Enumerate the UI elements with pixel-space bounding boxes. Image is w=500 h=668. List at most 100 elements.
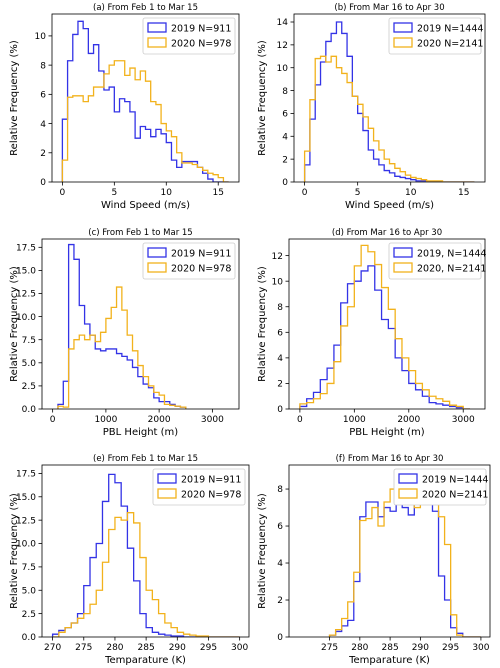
- histogram-series-2020: [303, 55, 475, 182]
- y-tick-label: 0.0: [22, 633, 37, 643]
- legend: 2019 N=1444 2020 N=2141: [388, 17, 483, 55]
- legend-swatch-2019: [147, 22, 167, 33]
- y-tick-label: 10: [35, 32, 47, 42]
- panel-title: (c) From Feb 1 to Mar 15: [88, 228, 192, 238]
- legend-swatch-2019: [157, 473, 177, 484]
- y-tick-label: 6: [277, 522, 283, 532]
- y-tick-label: 10: [277, 64, 289, 74]
- y-tick-label: 8: [277, 485, 283, 495]
- y-axis-label: Relative Frequency (%): [257, 40, 268, 156]
- x-tick-label: 3000: [201, 415, 224, 425]
- x-tick-label: 285: [138, 643, 155, 653]
- y-axis-label: Relative Frequency (%): [257, 266, 268, 382]
- legend-swatch-2019: [393, 22, 413, 33]
- x-tick-label: 300: [472, 643, 489, 653]
- legend-label: 2019 N=1444: [417, 24, 483, 35]
- x-tick-label: 3000: [452, 415, 475, 425]
- legend-label: 2020 N=2141: [417, 39, 483, 50]
- y-tick-label: 2.5: [22, 610, 36, 620]
- panel-d-pbl-height-mar-apr: (d) From Mar 16 to Apr 30 0 1000 2000 3000 0 2…: [257, 228, 486, 438]
- legend-label: 2020 N=978: [181, 490, 241, 501]
- histogram-series-2020: [299, 244, 471, 409]
- histogram-series-2020: [61, 60, 229, 182]
- x-tick-label: 5: [355, 188, 361, 198]
- y-axis-label: Relative Frequency (%): [9, 266, 20, 382]
- legend-swatch-2020: [393, 262, 413, 273]
- histogram-series-2020: [57, 286, 187, 409]
- x-tick-label: 15: [212, 188, 223, 198]
- legend-swatch-2019: [393, 247, 413, 258]
- x-tick-label: 280: [106, 643, 123, 653]
- y-tick-label: 5.0: [22, 359, 37, 369]
- histogram-series-2019: [299, 265, 471, 409]
- y-tick-label: 7.5: [22, 563, 36, 573]
- x-axis-label: Wind Speed (m/s): [345, 200, 434, 211]
- legend-label: 2020, N=2141: [417, 264, 486, 275]
- y-tick-label: 6: [40, 91, 46, 101]
- y-tick-label: 10.0: [16, 313, 36, 323]
- x-tick-label: 0: [297, 415, 303, 425]
- legend-label: 2019 N=911: [171, 249, 231, 260]
- x-tick-label: 1000: [343, 415, 366, 425]
- legend: 2019, N=1444 2020, N=2141: [388, 242, 486, 280]
- x-tick-label: 290: [412, 643, 429, 653]
- y-axis-label: Relative Frequency (%): [9, 40, 20, 156]
- y-tick-label: 17.5: [16, 470, 36, 480]
- x-tick-label: 1000: [94, 415, 117, 425]
- x-tick-label: 0: [50, 415, 56, 425]
- y-tick-label: 2: [277, 596, 283, 606]
- legend: 2019 N=911 2020 N=978: [152, 468, 246, 506]
- y-tick-label: 2: [282, 155, 288, 165]
- legend-swatch-2020: [157, 488, 177, 499]
- x-tick-label: 300: [231, 643, 248, 653]
- legend-label: 2019, N=1444: [417, 249, 486, 260]
- panel-b-wind-speed-mar-apr: (b) From Mar 16 to Apr 30 0 5 10 15 0 2 4 6 8 10 12…: [257, 3, 486, 211]
- y-tick-label: 15.0: [16, 493, 36, 503]
- legend: 2019 N=911 2020 N=978: [142, 17, 236, 55]
- legend-label: 2019 N=911: [171, 24, 231, 35]
- x-axis-label: Temparature (K): [348, 655, 430, 666]
- x-tick-label: 15: [458, 188, 469, 198]
- x-tick-label: 10: [161, 188, 173, 198]
- histogram-series-2019: [328, 486, 481, 637]
- panel-a-wind-speed-feb-mar: (a) From Feb 1 to Mar 15 0 5 10 15 0 2 4 6 8 10 Win…: [9, 3, 240, 211]
- x-tick-label: 275: [75, 643, 92, 653]
- y-tick-label: 8: [277, 303, 283, 313]
- y-tick-label: 17.5: [16, 244, 36, 254]
- y-tick-label: 10: [272, 277, 284, 287]
- legend-label: 2019 N=1444: [422, 475, 488, 486]
- y-axis-label: Relative Frequency (%): [9, 493, 20, 609]
- legend-swatch-2020: [147, 262, 167, 273]
- y-tick-label: 2.5: [22, 382, 36, 392]
- x-tick-label: 275: [321, 643, 338, 653]
- legend-swatch-2019: [147, 247, 167, 258]
- x-tick-label: 0: [60, 188, 66, 198]
- y-tick-label: 0: [40, 178, 46, 188]
- y-tick-label: 0: [277, 633, 283, 643]
- axes-frame: [41, 238, 240, 410]
- legend-swatch-2020: [147, 37, 167, 48]
- axes-frame: [288, 464, 491, 638]
- x-tick-label: 290: [169, 643, 186, 653]
- y-tick-label: 12.5: [16, 516, 36, 526]
- y-tick-label: 6: [282, 110, 288, 120]
- x-tick-label: 5: [111, 188, 117, 198]
- x-tick-label: 10: [405, 188, 417, 198]
- y-tick-label: 6: [277, 329, 283, 339]
- panel-title: (e) From Feb 1 to Mar 15: [93, 454, 198, 464]
- x-axis-label: Wind Speed (m/s): [101, 200, 190, 211]
- panel-title: (b) From Mar 16 to Apr 30: [334, 3, 444, 13]
- legend-swatch-2020: [398, 488, 418, 499]
- x-axis-label: PBL Height (m): [349, 427, 425, 438]
- y-tick-label: 8: [282, 87, 288, 97]
- y-tick-label: 10.0: [16, 540, 36, 550]
- panel-title: (d) From Mar 16 to Apr 30: [332, 228, 442, 238]
- histogram-series-2019: [57, 243, 187, 409]
- panel-c-pbl-height-feb-mar: (c) From Feb 1 to Mar 15 0 1000 2000 3000 0.0…: [9, 228, 240, 438]
- panel-e-temperature-feb-mar: (e) From Feb 1 to Mar 15 270 275 280 285 290 2…: [9, 454, 250, 666]
- y-tick-label: 12.5: [16, 290, 36, 300]
- legend-label: 2020 N=978: [171, 39, 231, 50]
- y-tick-label: 2: [277, 380, 283, 390]
